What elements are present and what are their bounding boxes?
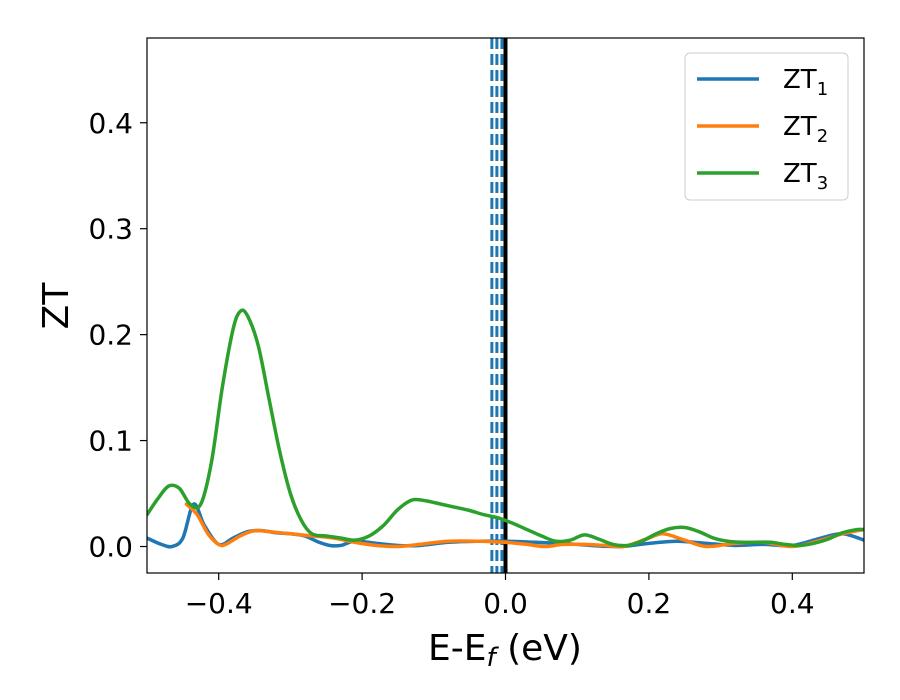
plot-area — [147, 38, 864, 573]
y-axis-label: ZT — [36, 282, 77, 330]
y-tick-label: 0.0 — [88, 531, 133, 564]
y-tick-label: 0.2 — [88, 319, 133, 352]
legend-label-zt3: ZT3 — [783, 159, 828, 194]
x-tick-label: 0.0 — [483, 587, 528, 620]
x-tick-label: −0.4 — [185, 587, 253, 620]
legend: ZT1 ZT2 ZT3 — [684, 52, 849, 201]
x-tick-label: −0.2 — [328, 587, 396, 620]
series-lines — [147, 308, 864, 549]
legend-label-zt1: ZT1 — [783, 65, 828, 100]
series-line-zt2 — [184, 502, 864, 549]
x-axis-label: E-Ef (eV) — [428, 628, 582, 673]
y-tick-label: 0.1 — [88, 425, 133, 458]
x-tick-label: 0.2 — [627, 587, 672, 620]
y-tick-label: 0.3 — [88, 213, 133, 246]
legend-label-zt2: ZT2 — [783, 112, 828, 147]
y-axis-ticks: 0.0 0.1 0.2 0.3 0.4 — [88, 107, 147, 564]
x-tick-label: 0.4 — [770, 587, 815, 620]
reference-lines — [490, 38, 508, 573]
y-tick-label: 0.4 — [88, 107, 133, 140]
series-line-zt3 — [147, 308, 864, 548]
x-axis-ticks: −0.4 −0.2 0.0 0.2 0.4 — [185, 573, 815, 620]
legend-frame — [684, 52, 849, 201]
